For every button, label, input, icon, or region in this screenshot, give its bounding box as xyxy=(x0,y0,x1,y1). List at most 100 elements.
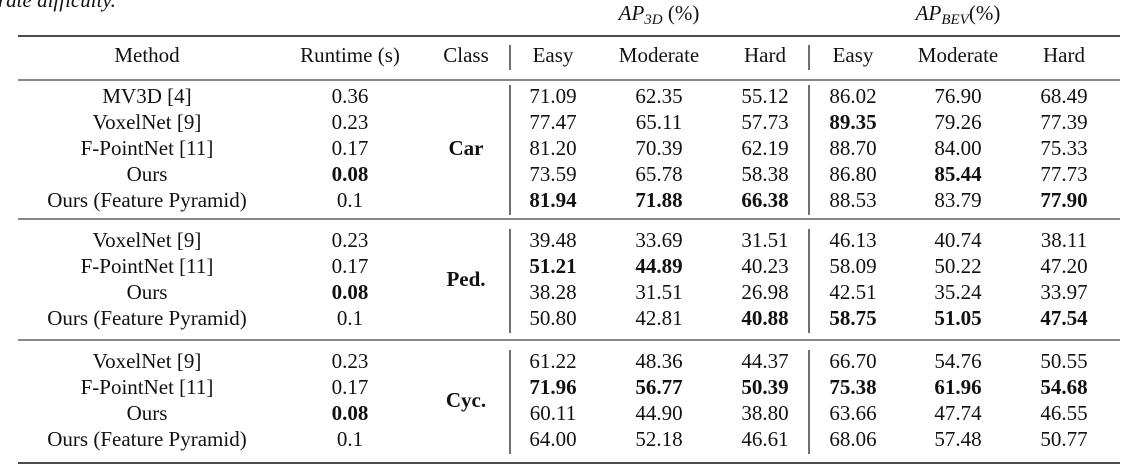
column-group-header: APBEV(%) xyxy=(914,1,1001,29)
score-cell: 68.06 xyxy=(829,427,876,451)
score-cell: 71.88 xyxy=(635,188,682,212)
score-cell: 44.89 xyxy=(635,254,682,278)
score-cell: 85.44 xyxy=(934,162,982,186)
column-group-header: AP3D (%) xyxy=(617,1,700,29)
score-cell: 84.00 xyxy=(934,136,981,160)
score-cell: 77.39 xyxy=(1040,110,1087,134)
column-header: Method xyxy=(114,43,180,67)
column-header: Easy xyxy=(833,43,874,67)
score-cell: 47.20 xyxy=(1040,254,1087,278)
score-cell: 50.80 xyxy=(529,306,576,330)
score-cell: 60.11 xyxy=(530,401,576,425)
score-cell: 77.90 xyxy=(1040,188,1087,212)
score-cell: 88.70 xyxy=(829,136,876,160)
score-cell: 38.11 xyxy=(1041,228,1087,252)
column-header: Easy xyxy=(533,43,574,67)
runtime-cell: 0.08 xyxy=(332,401,369,425)
score-cell: 57.48 xyxy=(934,427,981,451)
score-cell: 68.49 xyxy=(1040,84,1087,108)
score-cell: 62.35 xyxy=(635,84,682,108)
header-unit: (%) xyxy=(969,1,1000,25)
score-cell: 50.77 xyxy=(1040,427,1087,451)
method-cell: Ours (Feature Pyramid) xyxy=(47,306,246,330)
score-cell: 77.47 xyxy=(529,110,576,134)
method-cell: F-PointNet [11] xyxy=(81,136,214,160)
method-cell: VoxelNet [9] xyxy=(93,349,202,373)
score-cell: 73.59 xyxy=(529,162,576,186)
column-header: Runtime (s) xyxy=(300,43,400,67)
score-cell: 89.35 xyxy=(829,110,876,134)
header-subscript: 3D xyxy=(643,12,663,28)
score-cell: 50.55 xyxy=(1040,349,1087,373)
score-cell: 51.21 xyxy=(529,254,576,278)
score-cell: 83.79 xyxy=(934,188,981,212)
score-cell: 56.77 xyxy=(635,375,682,399)
score-cell: 64.00 xyxy=(529,427,576,451)
runtime-cell: 0.08 xyxy=(332,162,369,186)
runtime-cell: 0.23 xyxy=(332,349,369,373)
score-cell: 47.74 xyxy=(934,401,982,425)
runtime-cell: 0.17 xyxy=(332,254,369,278)
runtime-cell: 0.1 xyxy=(337,427,363,451)
method-cell: Ours (Feature Pyramid) xyxy=(47,427,246,451)
score-cell: 58.75 xyxy=(829,306,876,330)
score-cell: 66.38 xyxy=(741,188,788,212)
score-cell: 44.37 xyxy=(741,349,788,373)
method-cell: MV3D [4] xyxy=(102,84,191,108)
score-cell: 58.09 xyxy=(829,254,876,278)
score-cell: 35.24 xyxy=(934,280,982,304)
score-cell: 54.76 xyxy=(934,349,981,373)
runtime-cell: 0.17 xyxy=(332,375,369,399)
score-cell: 33.69 xyxy=(635,228,682,252)
method-cell: Ours xyxy=(127,280,168,304)
score-cell: 75.38 xyxy=(829,375,876,399)
method-cell: VoxelNet [9] xyxy=(93,228,202,252)
score-cell: 38.80 xyxy=(741,401,788,425)
score-cell: 31.51 xyxy=(741,228,788,252)
method-cell: Ours (Feature Pyramid) xyxy=(47,188,246,212)
score-cell: 61.22 xyxy=(529,349,576,373)
score-cell: 61.96 xyxy=(934,375,981,399)
score-cell: 38.28 xyxy=(529,280,576,304)
column-header: Class xyxy=(443,43,489,67)
score-cell: 51.05 xyxy=(934,306,981,330)
score-cell: 71.09 xyxy=(529,84,576,108)
header-unit: (%) xyxy=(663,1,700,25)
score-cell: 33.97 xyxy=(1040,280,1087,304)
score-cell: 50.22 xyxy=(934,254,981,278)
method-cell: Ours xyxy=(127,162,168,186)
score-cell: 65.11 xyxy=(636,110,682,134)
method-cell: F-PointNet [11] xyxy=(81,375,214,399)
runtime-cell: 0.08 xyxy=(332,280,369,304)
column-header: Moderate xyxy=(918,43,998,67)
runtime-cell: 0.1 xyxy=(337,306,363,330)
class-label: Car xyxy=(449,136,484,160)
column-header: Moderate xyxy=(619,43,699,67)
score-cell: 65.78 xyxy=(635,162,682,186)
score-cell: 62.19 xyxy=(741,136,788,160)
class-label: Ped. xyxy=(446,267,485,291)
score-cell: 81.94 xyxy=(529,188,577,212)
score-cell: 76.90 xyxy=(934,84,981,108)
runtime-cell: 0.23 xyxy=(332,110,369,134)
caption-fragment: rate difficulty. xyxy=(0,0,116,12)
header-symbol: AP xyxy=(617,1,645,25)
score-cell: 40.88 xyxy=(741,306,788,330)
score-cell: 77.73 xyxy=(1040,162,1087,186)
score-cell: 42.81 xyxy=(635,306,682,330)
score-cell: 31.51 xyxy=(635,280,682,304)
score-cell: 86.02 xyxy=(829,84,876,108)
score-cell: 48.36 xyxy=(635,349,682,373)
score-cell: 44.90 xyxy=(635,401,682,425)
score-cell: 58.38 xyxy=(741,162,788,186)
score-cell: 79.26 xyxy=(934,110,981,134)
score-cell: 54.68 xyxy=(1040,375,1087,399)
column-header: Hard xyxy=(744,43,786,67)
score-cell: 88.53 xyxy=(829,188,876,212)
score-cell: 50.39 xyxy=(741,375,788,399)
runtime-cell: 0.17 xyxy=(332,136,369,160)
score-cell: 75.33 xyxy=(1040,136,1087,160)
score-cell: 86.80 xyxy=(829,162,876,186)
score-cell: 46.13 xyxy=(829,228,876,252)
